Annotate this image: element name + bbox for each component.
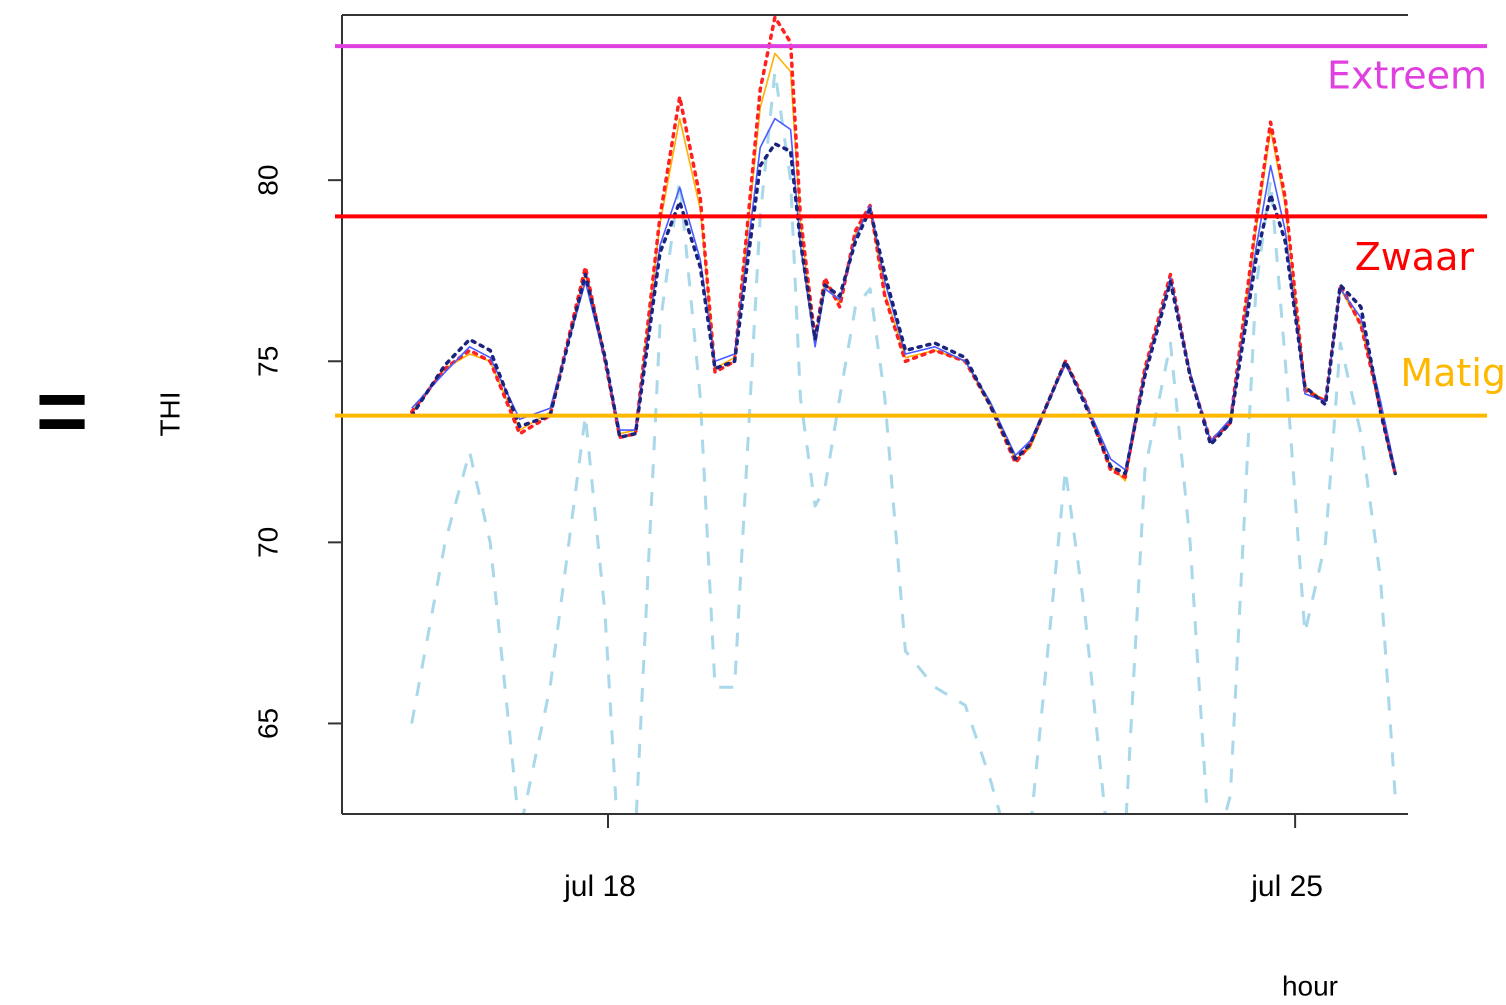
y-tick-label: 65 (252, 708, 283, 739)
y-tick-label: 75 (252, 346, 283, 377)
threshold-label: Matig (1400, 351, 1506, 395)
y-axis-label: THI (154, 391, 185, 436)
y-tick-label: 80 (252, 165, 283, 196)
x-tick-label: jul 18 (563, 870, 636, 903)
series-line (409, 15, 1397, 479)
threshold-label: Zwaar (1355, 235, 1475, 279)
series-layer (409, 15, 1397, 814)
series-line (410, 70, 1397, 814)
x-axis-label: hour (1282, 970, 1338, 1001)
series-line (411, 117, 1396, 471)
series-line (409, 142, 1397, 476)
x-tick-label: jul 25 (1250, 870, 1323, 903)
y-tick-label: 70 (252, 527, 283, 558)
threshold-label: Extreem (1327, 54, 1487, 98)
equals-sign: = (36, 362, 89, 462)
